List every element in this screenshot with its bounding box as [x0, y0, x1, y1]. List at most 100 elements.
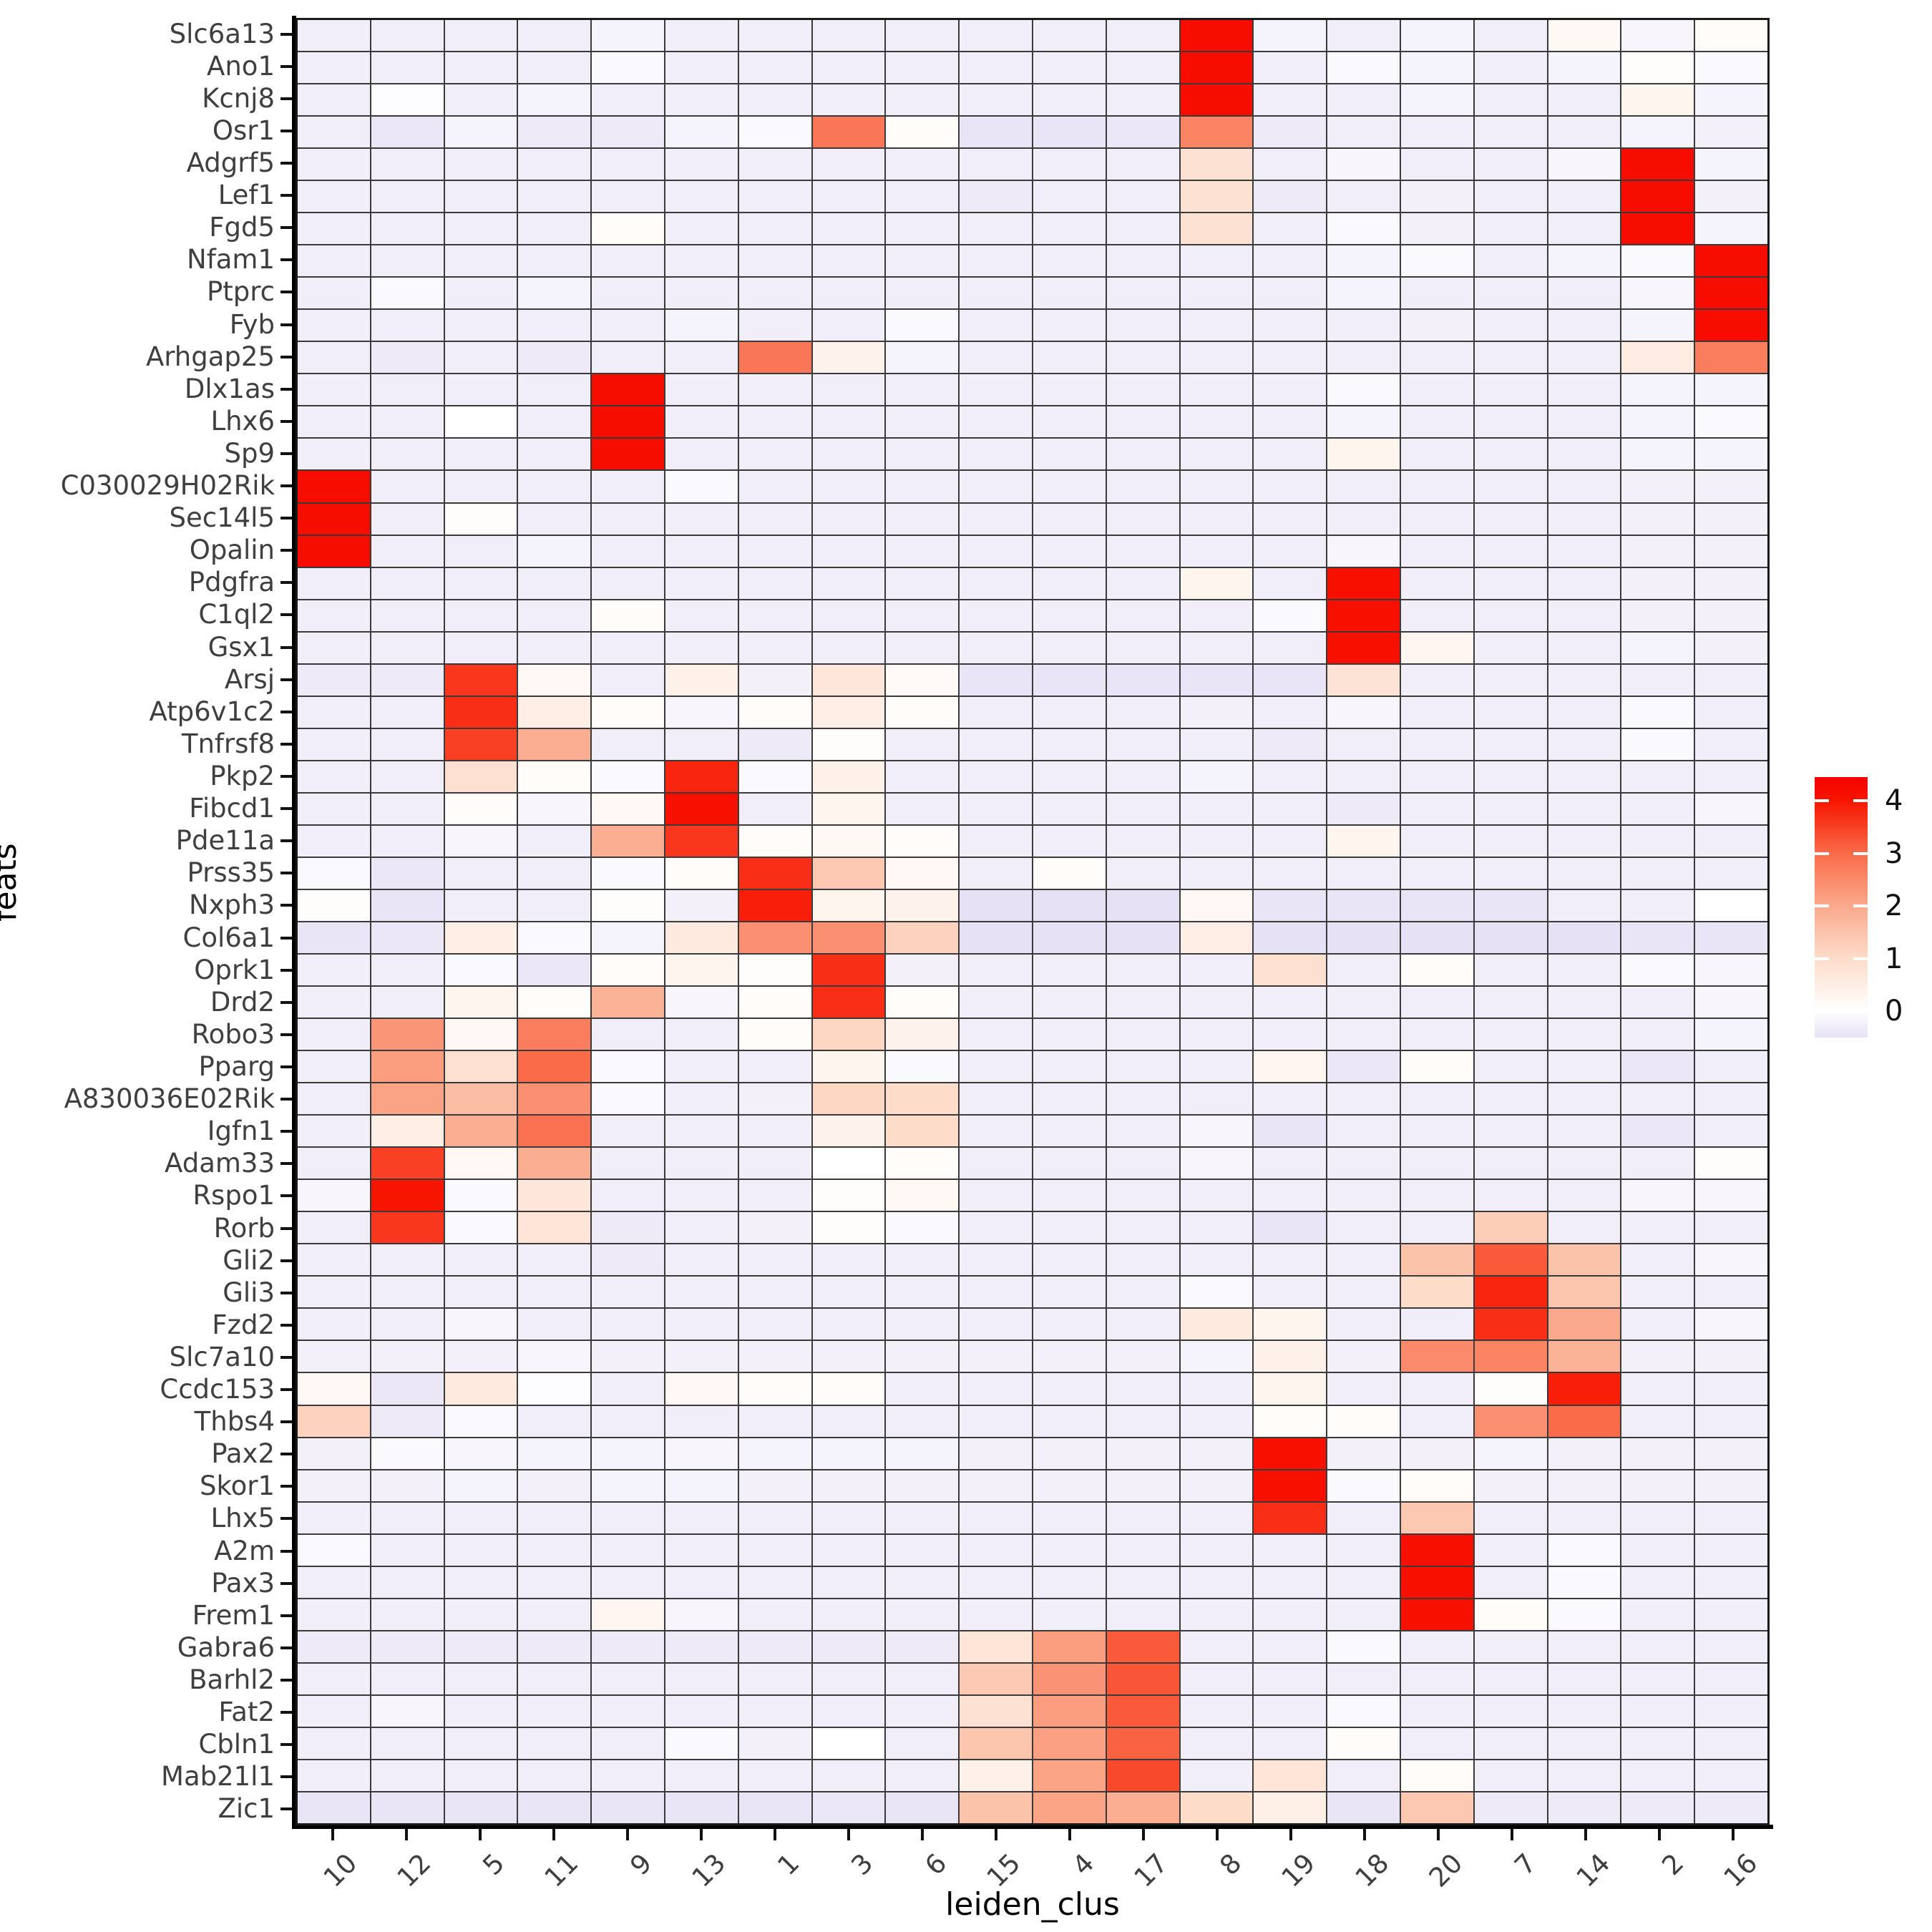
heatmap-cell	[1474, 632, 1547, 663]
y-tick-label: Pax3	[211, 1567, 275, 1599]
heatmap-cell	[1401, 696, 1473, 728]
heatmap-cell	[960, 1631, 1032, 1662]
heatmap-cell	[1180, 535, 1253, 567]
heatmap-cell	[371, 181, 444, 213]
heatmap-cell	[444, 1760, 517, 1791]
heatmap-cell	[1327, 1599, 1400, 1630]
heatmap-cell	[1474, 84, 1547, 116]
heatmap-cell	[1548, 857, 1621, 889]
heatmap-cell	[1106, 471, 1179, 502]
heatmap-cell	[812, 117, 885, 148]
heatmap-cell	[1033, 1277, 1106, 1308]
heatmap-cell	[1474, 1116, 1547, 1147]
heatmap-cell	[665, 922, 738, 954]
heatmap-cell	[960, 1470, 1032, 1501]
colorbar-tick-dash	[1853, 852, 1868, 855]
x-tick-mark	[1436, 1829, 1440, 1840]
heatmap-cell	[1106, 1051, 1179, 1083]
heatmap-cell	[665, 857, 738, 889]
heatmap-cell	[592, 567, 664, 599]
heatmap-cell	[1695, 1019, 1767, 1050]
heatmap-cell	[1401, 1438, 1473, 1469]
heatmap-cell	[1621, 1470, 1694, 1501]
heatmap-cell	[1695, 1438, 1767, 1469]
heatmap-cell	[1254, 1502, 1327, 1533]
heatmap-cell	[1474, 1083, 1547, 1115]
heatmap-cell	[1621, 1566, 1694, 1598]
heatmap-cell	[1180, 1502, 1253, 1533]
heatmap-cell	[1180, 632, 1253, 663]
heatmap-cell	[1474, 728, 1547, 760]
heatmap-cell	[1327, 600, 1400, 631]
heatmap-cell	[518, 310, 591, 341]
heatmap-cell	[1695, 439, 1767, 470]
heatmap-cell	[1180, 52, 1253, 84]
y-tick-label: Pax2	[211, 1438, 275, 1470]
y-tick-label: Rorb	[213, 1212, 275, 1244]
heatmap-cell	[665, 1695, 738, 1727]
heatmap-cell	[444, 1502, 517, 1533]
colorbar-tick-label: 3	[1885, 836, 1903, 870]
heatmap-cell	[812, 471, 885, 502]
heatmap-cell	[1033, 1534, 1106, 1566]
heatmap-cell	[592, 632, 664, 663]
heatmap-cell	[1180, 889, 1253, 921]
heatmap-cell	[812, 728, 885, 760]
heatmap-cell	[886, 278, 959, 309]
heatmap-cell	[960, 728, 1032, 760]
heatmap-cell	[518, 1373, 591, 1405]
heatmap-cell	[1254, 181, 1327, 213]
heatmap-cell	[1106, 761, 1179, 792]
heatmap-cell	[886, 600, 959, 631]
heatmap-cell	[1695, 825, 1767, 857]
heatmap-cell	[298, 696, 370, 728]
y-tick-mark	[280, 1485, 292, 1488]
heatmap-cell	[1327, 181, 1400, 213]
heatmap-cell	[298, 1148, 370, 1179]
heatmap-cell	[1621, 728, 1694, 760]
heatmap-cell	[886, 1760, 959, 1791]
heatmap-cell	[1695, 1534, 1767, 1566]
heatmap-cell	[960, 632, 1032, 663]
y-tick-label: Arhgap25	[145, 341, 275, 372]
heatmap-cell	[1621, 439, 1694, 470]
y-tick-label: Ano1	[207, 50, 275, 82]
heatmap-cell	[518, 503, 591, 535]
y-tick-label: Fat2	[218, 1697, 275, 1728]
heatmap-cell	[592, 374, 664, 406]
y-tick-label: Skor1	[200, 1470, 275, 1502]
heatmap-cell	[1033, 825, 1106, 857]
heatmap-cell	[1401, 213, 1473, 245]
heatmap-cell	[1180, 696, 1253, 728]
heatmap-cell	[1033, 117, 1106, 148]
heatmap-cell	[1548, 84, 1621, 116]
heatmap-cell	[1695, 278, 1767, 309]
heatmap-cell	[298, 1341, 370, 1372]
heatmap-cell	[444, 1051, 517, 1083]
heatmap-cell	[665, 213, 738, 245]
heatmap-cell	[1695, 922, 1767, 954]
heatmap-cell	[1401, 987, 1473, 1018]
heatmap-cell	[371, 535, 444, 567]
heatmap-cell	[812, 1438, 885, 1469]
heatmap-cell	[1033, 439, 1106, 470]
heatmap-cell	[592, 278, 664, 309]
x-tick-label: 2	[1655, 1848, 1689, 1882]
heatmap-cell	[592, 1534, 664, 1566]
heatmap-cell	[518, 1695, 591, 1727]
heatmap-cell	[1180, 1116, 1253, 1147]
heatmap-cell	[444, 406, 517, 438]
heatmap-cell	[444, 342, 517, 374]
x-tick-label: 16	[1717, 1848, 1763, 1893]
heatmap-cell	[371, 1663, 444, 1694]
heatmap-cell	[518, 922, 591, 954]
heatmap-cell	[1254, 1727, 1327, 1759]
heatmap-cell	[1327, 922, 1400, 954]
heatmap-cell	[592, 181, 664, 213]
y-tick-mark	[280, 904, 292, 907]
heatmap-cell	[1180, 374, 1253, 406]
heatmap-cell	[592, 600, 664, 631]
heatmap-cell	[886, 857, 959, 889]
heatmap-cell	[1180, 1695, 1253, 1727]
heatmap-cell	[1327, 1051, 1400, 1083]
